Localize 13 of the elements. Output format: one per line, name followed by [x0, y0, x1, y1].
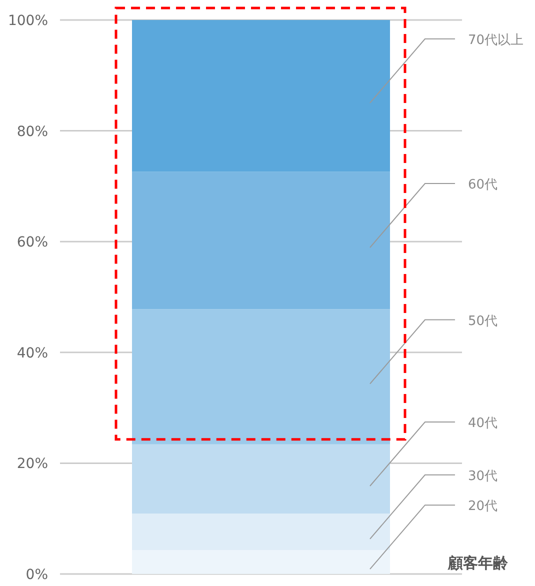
y-tick-label: 80% — [16, 124, 48, 140]
y-tick-label: 20% — [16, 456, 48, 472]
text: 60代 — [468, 177, 498, 192]
text: 70代以上 — [468, 32, 524, 48]
text: 20代 — [468, 499, 498, 514]
text: 30代 — [468, 468, 498, 484]
y-tick-label: 40% — [16, 345, 48, 362]
y-tick-label: 100% — [8, 13, 48, 29]
x-axis-title: 顧客年齢 — [447, 554, 509, 572]
y-tick-label: 60% — [16, 234, 48, 251]
text: 50代 — [468, 314, 498, 329]
y-tick-label: 0% — [26, 567, 48, 583]
text: 40代 — [468, 416, 498, 431]
